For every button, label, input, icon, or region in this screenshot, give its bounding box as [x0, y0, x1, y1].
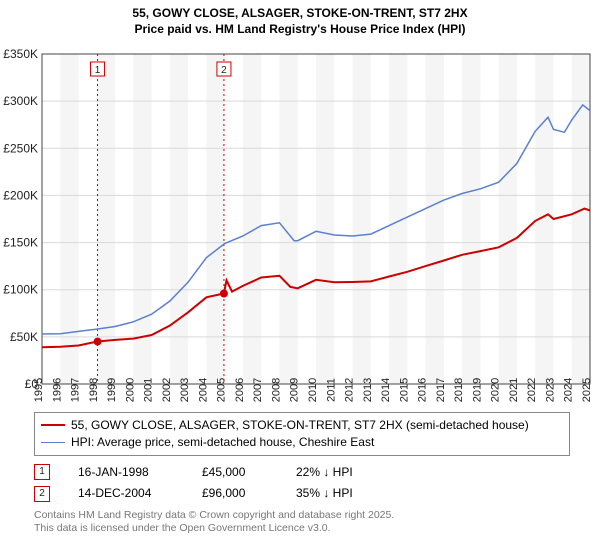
x-tick-label: 2011	[325, 378, 337, 402]
x-tick-label: 2002	[161, 378, 173, 402]
transaction-delta: 22% ↓ HPI	[296, 462, 416, 484]
legend-label: HPI: Average price, semi-detached house,…	[71, 434, 374, 451]
legend-swatch	[41, 424, 65, 426]
y-tick-label: £200K	[3, 188, 38, 202]
transaction-row: 1 16-JAN-1998 £45,000 22% ↓ HPI	[34, 462, 570, 484]
legend: 55, GOWY CLOSE, ALSAGER, STOKE-ON-TRENT,…	[34, 412, 570, 456]
year-band	[426, 54, 444, 384]
transaction-date: 14-DEC-2004	[78, 483, 178, 505]
year-band	[353, 54, 371, 384]
x-tick-label: 2021	[508, 378, 520, 402]
x-tick-label: 2003	[179, 378, 191, 402]
y-tick-label: £300K	[3, 94, 38, 108]
year-band	[462, 54, 480, 384]
attribution-line-2: This data is licensed under the Open Gov…	[34, 522, 331, 534]
transaction-delta: 35% ↓ HPI	[296, 483, 416, 505]
price-chart: £0£50K£100K£150K£200K£250K£300K£350K1995…	[0, 48, 600, 408]
y-tick-label: £350K	[3, 48, 38, 61]
x-tick-label: 2006	[234, 378, 246, 402]
x-tick-label: 2016	[417, 378, 429, 402]
x-tick-label: 1997	[70, 378, 82, 402]
transaction-marker-num: 1	[95, 65, 101, 76]
title-line-1: 55, GOWY CLOSE, ALSAGER, STOKE-ON-TRENT,…	[132, 6, 467, 20]
x-tick-label: 1996	[51, 378, 63, 402]
attribution-line-1: Contains HM Land Registry data © Crown c…	[34, 509, 394, 521]
x-tick-label: 2025	[581, 378, 593, 402]
transaction-date: 16-JAN-1998	[78, 462, 178, 484]
x-tick-label: 2010	[307, 378, 319, 402]
y-tick-label: £150K	[3, 236, 38, 250]
x-tick-label: 2001	[143, 378, 155, 402]
year-band	[279, 54, 297, 384]
x-tick-label: 1999	[106, 378, 118, 402]
transaction-price: £96,000	[202, 483, 272, 505]
x-tick-label: 2023	[544, 378, 556, 402]
legend-item: HPI: Average price, semi-detached house,…	[41, 434, 563, 451]
transaction-badge: 1	[34, 464, 50, 480]
x-tick-label: 2000	[124, 378, 136, 402]
year-band	[572, 54, 590, 384]
chart-title: 55, GOWY CLOSE, ALSAGER, STOKE-ON-TRENT,…	[0, 0, 600, 39]
x-tick-label: 2014	[380, 378, 392, 402]
legend-item: 55, GOWY CLOSE, ALSAGER, STOKE-ON-TRENT,…	[41, 417, 563, 434]
transaction-marker-num: 2	[221, 65, 227, 76]
legend-label: 55, GOWY CLOSE, ALSAGER, STOKE-ON-TRENT,…	[71, 417, 529, 434]
x-tick-label: 2005	[216, 378, 228, 402]
transaction-badge: 2	[34, 486, 50, 502]
x-tick-label: 2009	[289, 378, 301, 402]
year-band	[499, 54, 517, 384]
year-band	[170, 54, 188, 384]
x-tick-label: 1995	[33, 378, 45, 402]
x-tick-label: 2007	[252, 378, 264, 402]
year-band	[60, 54, 78, 384]
x-tick-label: 1998	[88, 378, 100, 402]
chart-svg: £0£50K£100K£150K£200K£250K£300K£350K1995…	[0, 48, 600, 408]
transaction-price: £45,000	[202, 462, 272, 484]
transactions-table: 1 16-JAN-1998 £45,000 22% ↓ HPI 2 14-DEC-2004…	[34, 462, 570, 505]
attribution: Contains HM Land Registry data © Crown c…	[34, 509, 570, 536]
x-tick-label: 2022	[526, 378, 538, 402]
x-tick-label: 2019	[471, 378, 483, 402]
year-band	[206, 54, 224, 384]
x-tick-label: 2015	[398, 378, 410, 402]
x-tick-label: 2004	[197, 378, 209, 402]
x-tick-label: 2024	[563, 378, 575, 402]
transaction-row: 2 14-DEC-2004 £96,000 35% ↓ HPI	[34, 483, 570, 505]
year-band	[133, 54, 151, 384]
year-band	[243, 54, 261, 384]
year-band	[316, 54, 334, 384]
x-tick-label: 2017	[435, 378, 447, 402]
title-line-2: Price paid vs. HM Land Registry's House …	[135, 22, 466, 36]
y-tick-label: £250K	[3, 141, 38, 155]
x-tick-label: 2012	[344, 378, 356, 402]
x-tick-label: 2018	[453, 378, 465, 402]
x-tick-label: 2008	[270, 378, 282, 402]
x-tick-label: 2013	[362, 378, 374, 402]
year-band	[97, 54, 115, 384]
y-tick-label: £100K	[3, 283, 38, 297]
legend-swatch	[41, 442, 65, 443]
x-tick-label: 2020	[490, 378, 502, 402]
y-tick-label: £50K	[10, 330, 38, 344]
